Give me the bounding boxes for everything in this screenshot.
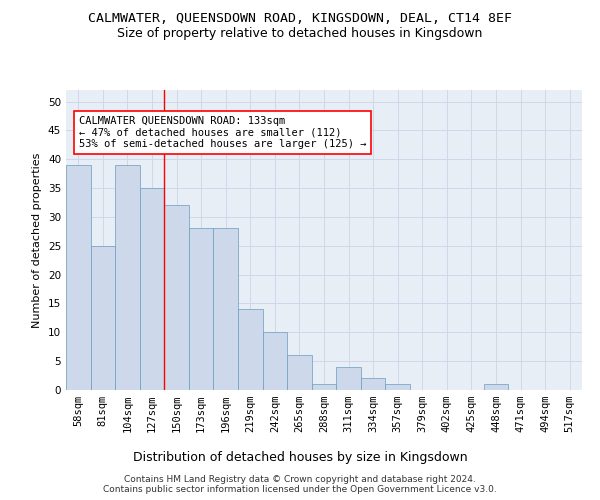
Bar [484, 384, 508, 390]
Bar [189, 228, 214, 390]
Bar [140, 188, 164, 390]
Bar [385, 384, 410, 390]
Bar [115, 165, 140, 390]
Text: Distribution of detached houses by size in Kingsdown: Distribution of detached houses by size … [133, 451, 467, 464]
Text: Contains HM Land Registry data © Crown copyright and database right 2024.
Contai: Contains HM Land Registry data © Crown c… [103, 474, 497, 494]
Bar [66, 165, 91, 390]
Bar [336, 367, 361, 390]
Bar [312, 384, 336, 390]
Text: CALMWATER, QUEENSDOWN ROAD, KINGSDOWN, DEAL, CT14 8EF: CALMWATER, QUEENSDOWN ROAD, KINGSDOWN, D… [88, 12, 512, 26]
Bar [287, 356, 312, 390]
Bar [263, 332, 287, 390]
Bar [361, 378, 385, 390]
Bar [164, 206, 189, 390]
Bar [238, 309, 263, 390]
Bar [91, 246, 115, 390]
Bar [214, 228, 238, 390]
Y-axis label: Number of detached properties: Number of detached properties [32, 152, 43, 328]
Text: Size of property relative to detached houses in Kingsdown: Size of property relative to detached ho… [118, 28, 482, 40]
Text: CALMWATER QUEENSDOWN ROAD: 133sqm
← 47% of detached houses are smaller (112)
53%: CALMWATER QUEENSDOWN ROAD: 133sqm ← 47% … [79, 116, 366, 149]
